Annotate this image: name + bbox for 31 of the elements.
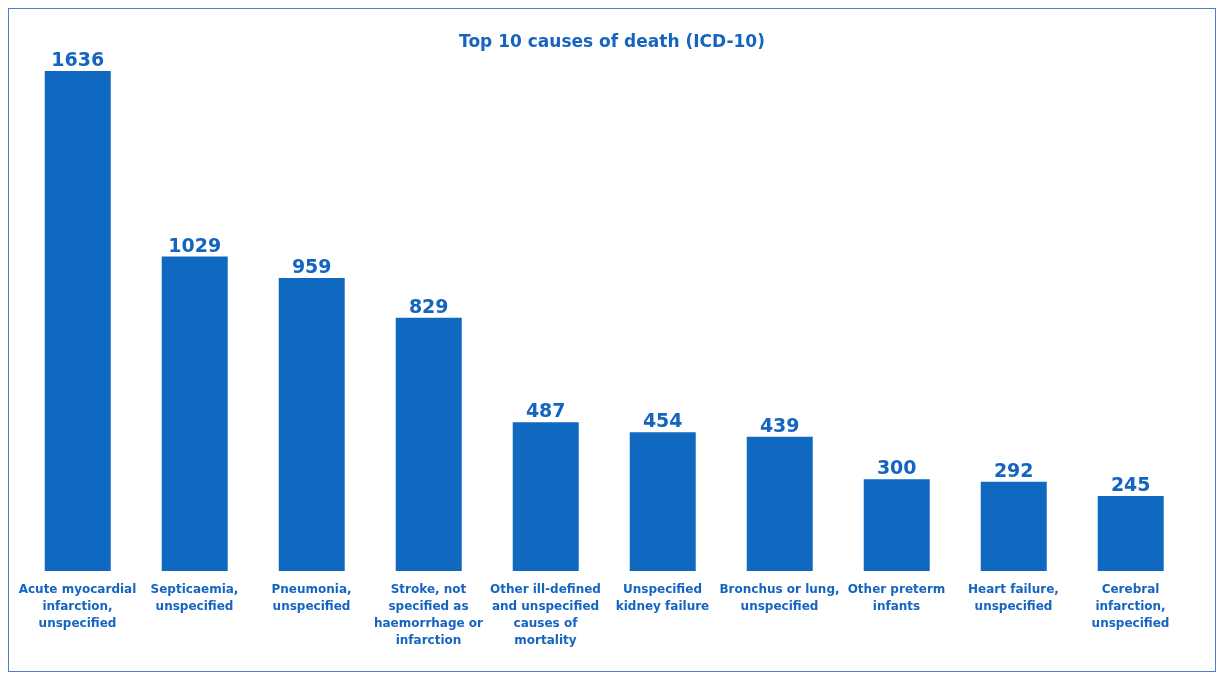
data-label: 1029 bbox=[168, 233, 222, 256]
x-tick-label: Bronchus or lung, unspecified bbox=[719, 582, 840, 613]
bar bbox=[44, 71, 111, 571]
bar bbox=[629, 432, 696, 571]
bar bbox=[980, 481, 1047, 571]
x-tick-label: Cerebral infarction, unspecified bbox=[1091, 582, 1170, 630]
bar bbox=[1097, 496, 1164, 571]
x-tick-label: Pneumonia, unspecified bbox=[271, 582, 352, 613]
x-tick-label: Unspecified kidney failure bbox=[615, 582, 710, 613]
data-label: 439 bbox=[759, 413, 800, 436]
data-label: 959 bbox=[291, 254, 332, 277]
data-label: 487 bbox=[525, 399, 566, 422]
data-label: 829 bbox=[408, 294, 449, 317]
x-tick-label: Other ill-defined and unspecified causes of mortality bbox=[490, 582, 601, 647]
data-label: 300 bbox=[876, 456, 917, 479]
bar bbox=[395, 317, 462, 571]
x-tick-label: Acute myocardial infarction, unspecified bbox=[18, 582, 137, 630]
x-tick-label: Other preterm infants bbox=[847, 582, 946, 613]
bar bbox=[161, 256, 228, 571]
data-label: 292 bbox=[993, 458, 1034, 481]
data-label: 454 bbox=[642, 409, 683, 432]
bar bbox=[278, 277, 345, 571]
bar bbox=[746, 436, 813, 571]
bar bbox=[863, 479, 930, 571]
x-tick-label: Stroke, not specified as haemorrhage or infarction bbox=[373, 582, 484, 647]
bar bbox=[512, 422, 579, 571]
data-label: 1636 bbox=[51, 48, 105, 70]
chart-title: Top 10 causes of death (ICD-10) bbox=[459, 31, 765, 51]
x-tick-label: Heart failure, unspecified bbox=[968, 582, 1059, 613]
data-label: 245 bbox=[1110, 473, 1151, 496]
x-tick-label: Septicaemia, unspecified bbox=[150, 582, 239, 613]
